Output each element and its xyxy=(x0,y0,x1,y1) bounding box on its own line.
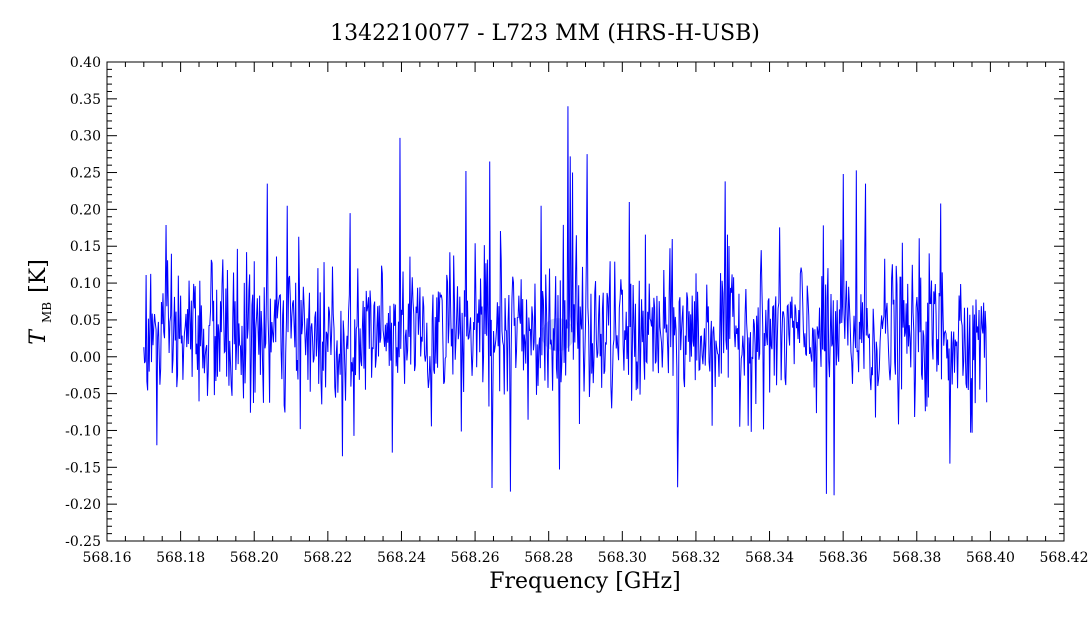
y-tick-label: 0.40 xyxy=(70,55,101,71)
x-tick-label: 568.20 xyxy=(230,550,279,566)
y-tick-label: 0.00 xyxy=(70,350,101,366)
y-tick-label: 0.30 xyxy=(70,129,101,145)
spectrum-line xyxy=(143,106,988,496)
y-tick-label: 0.25 xyxy=(70,166,101,182)
x-tick-label: 568.34 xyxy=(745,550,794,566)
x-tick-label: 568.24 xyxy=(377,550,426,566)
plot-area: 568.16 568.18 568.20 568.22 568.24 568.26 568.… xyxy=(65,55,1088,566)
x-tick-label: 568.42 xyxy=(1040,550,1089,566)
y-tick-label: -0.15 xyxy=(65,460,101,476)
x-tick-label: 568.40 xyxy=(966,550,1015,566)
y-tick-label: 0.20 xyxy=(70,202,101,218)
x-tick-label: 568.38 xyxy=(892,550,941,566)
y-axis-label: T MB [K] xyxy=(26,259,55,345)
y-axis-label-unit: [K] xyxy=(26,259,51,293)
x-tick-label: 568.18 xyxy=(156,550,205,566)
x-tick-label: 568.22 xyxy=(303,550,352,566)
y-tick-label: 0.15 xyxy=(70,239,101,255)
x-axis-label: Frequency [GHz] xyxy=(489,569,681,594)
y-axis-label-subscript: MB xyxy=(40,302,54,323)
y-tick-label: -0.25 xyxy=(65,534,101,550)
x-tick-label: 568.36 xyxy=(819,550,868,566)
chart-title: 1342210077 - L723 MM (HRS-H-USB) xyxy=(330,21,760,46)
y-tick-label: -0.20 xyxy=(65,497,101,513)
x-tick-label: 568.26 xyxy=(451,550,500,566)
x-tick-label: 568.28 xyxy=(524,550,573,566)
x-tick-label: 568.16 xyxy=(83,550,132,566)
x-tick-label: 568.32 xyxy=(671,550,720,566)
x-tick-label: 568.30 xyxy=(598,550,647,566)
y-tick-label: 0.35 xyxy=(70,92,101,108)
y-axis-label-symbol: T xyxy=(26,328,51,345)
y-tick-label: 0.05 xyxy=(70,313,101,329)
y-tick-label: 0.10 xyxy=(70,276,101,292)
y-tick-label: -0.10 xyxy=(65,423,101,439)
y-tick-label: -0.05 xyxy=(65,387,101,403)
